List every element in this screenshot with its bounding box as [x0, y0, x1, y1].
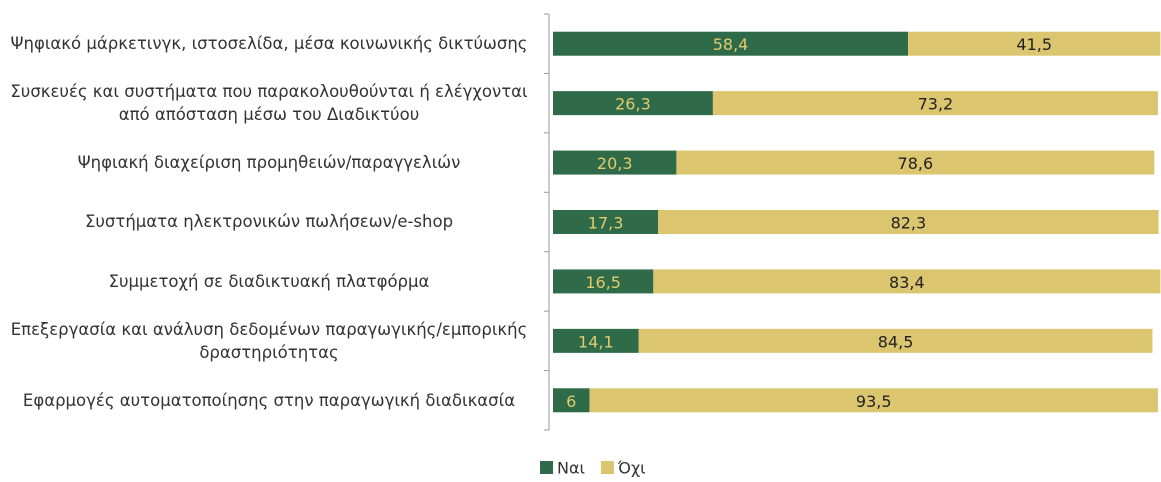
bar-segment: [553, 388, 590, 413]
value-label: 20,3: [597, 154, 633, 173]
bar-segment: [638, 328, 1153, 353]
bar-segment: [553, 269, 654, 294]
category-label: Εφαρμογές αυτοματοποίησης στην παραγωγικ…: [22, 390, 516, 410]
category-label: Ψηφιακή διαχείριση προμηθειών/παραγγελιώ…: [77, 153, 461, 173]
value-label: 84,5: [878, 332, 914, 351]
bar-segment: [553, 210, 659, 234]
bar-segment: [553, 31, 909, 56]
value-label: 78,6: [898, 154, 934, 173]
value-label: 93,5: [856, 392, 892, 411]
category-label: Συστήματα ηλεκτρονικών πωλήσεων/e-shop: [84, 212, 454, 232]
value-label: 82,3: [891, 214, 927, 233]
bar-segment: [589, 388, 1158, 413]
value-label: 14,1: [578, 332, 614, 351]
category-label: Ψηφιακό μάρκετινγκ, ιστοσελίδα, μέσα κοι…: [10, 34, 528, 54]
legend-swatch: [600, 461, 614, 474]
bar-segment: [653, 269, 1161, 294]
legend-label: Όχι: [617, 459, 646, 478]
bar-segment: [658, 210, 1159, 234]
bar-segment: [553, 150, 677, 175]
value-label: 73,2: [918, 95, 954, 114]
legend-swatch: [540, 461, 553, 474]
bar-segment: [553, 91, 713, 116]
bar-segment: [712, 91, 1158, 116]
value-label: 58,4: [713, 35, 749, 54]
value-label: 6: [566, 392, 576, 411]
value-label: 26,3: [615, 95, 651, 114]
value-label: 83,4: [889, 273, 925, 292]
category-label: Επεξεργασία και ανάλυση δεδομένων παραγω…: [10, 319, 528, 362]
value-label: 16,5: [585, 273, 621, 292]
bar-segment: [676, 150, 1155, 175]
category-label: Συμμετοχή σε διαδικτυακή πλατφόρμα: [108, 271, 430, 291]
bar-segment: [908, 31, 1161, 56]
bar-segment: [553, 328, 639, 353]
legend-label: Ναι: [557, 459, 585, 478]
value-label: 41,5: [1016, 35, 1052, 54]
value-label: 17,3: [588, 214, 624, 233]
category-label: Συσκευές και συστήματα που παρακολουθούν…: [10, 82, 528, 125]
